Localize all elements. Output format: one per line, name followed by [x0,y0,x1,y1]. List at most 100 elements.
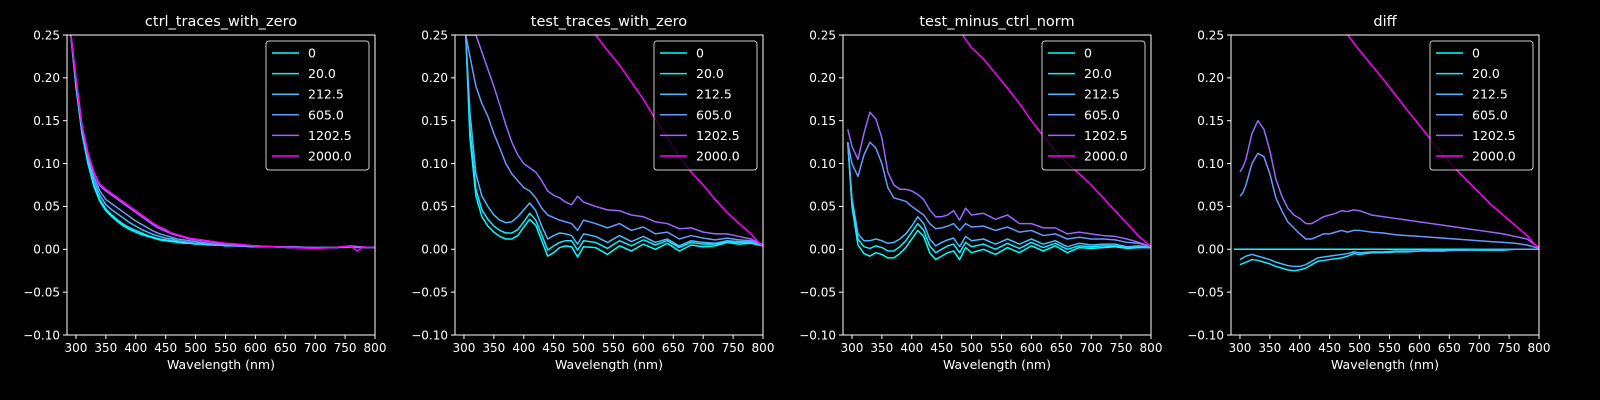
y-tick-label: 0.00 [809,243,836,257]
legend-label-5: 2000.0 [308,149,352,164]
x-tick-label: 350 [1258,341,1281,355]
x-tick-label: 750 [334,341,357,355]
x-tick-label: 500 [1348,341,1371,355]
y-tick-label: 0.00 [33,243,60,257]
series-line-0 [465,35,763,258]
series-line-1 [465,35,763,251]
legend-label-5: 2000.0 [1472,149,1516,164]
y-tick-label: 0.10 [33,157,60,171]
y-tick-label: 0.15 [421,114,448,128]
x-tick-label: 400 [512,341,535,355]
y-tick-label: −0.05 [1187,285,1224,299]
legend-label-1: 20.0 [1472,66,1500,81]
x-tick-label: 800 [752,341,775,355]
series-line-4 [1239,119,1539,249]
x-tick-label: 550 [214,341,237,355]
chart-title: ctrl_traces_with_zero [145,14,297,30]
series-group [465,35,763,258]
x-tick-label: 650 [1050,341,1073,355]
x-tick-label: 650 [662,341,685,355]
x-tick-label: 700 [1468,341,1491,355]
legend-label-2: 212.5 [308,87,344,102]
legend-label-1: 20.0 [1084,66,1112,81]
x-tick-label: 450 [542,341,565,355]
series-line-3 [1239,152,1539,250]
y-tick-label: 0.10 [1197,157,1224,171]
legend-label-4: 1202.5 [1084,128,1128,143]
legend-label-3: 605.0 [696,107,732,122]
legend-label-0: 0 [308,46,316,61]
y-tick-label: −0.05 [411,285,448,299]
legend-label-3: 605.0 [1472,107,1508,122]
x-tick-label: 700 [304,341,327,355]
x-tick-label: 600 [244,341,267,355]
x-tick-label: 750 [1110,341,1133,355]
axes-frame [454,34,764,336]
x-tick-label: 300 [65,341,88,355]
series-line-2 [1239,248,1539,268]
y-tick-label: 0.15 [809,114,836,128]
series-line-5 [70,35,375,252]
chart-title: test_minus_ctrl_norm [919,14,1074,30]
legend: 0 20.0 212.5 605.0 1202.5 2000.0 [265,40,370,171]
x-tick-label: 550 [1378,341,1401,355]
x-tick-label: 500 [960,341,983,355]
chart-title: diff [1373,14,1397,30]
x-tick-label: 400 [1288,341,1311,355]
legend: 0 20.0 212.5 605.0 1202.5 2000.0 [1041,40,1146,171]
y-tick-label: 0.20 [421,71,448,85]
axes-frame [1230,34,1540,336]
x-tick-label: 450 [1318,341,1341,355]
x-tick-label: 350 [482,341,505,355]
y-tick-label: 0.25 [33,28,60,42]
x-tick-label: 700 [692,341,715,355]
axes-frame [66,34,376,336]
y-tick-label: 0.25 [1197,28,1224,42]
y-tick-label: 0.05 [33,200,60,214]
x-tick-label: 350 [94,341,117,355]
x-tick-label: 550 [602,341,625,355]
x-tick-label: 550 [990,341,1013,355]
legend-label-5: 2000.0 [1084,149,1128,164]
x-tick-label: 650 [1438,341,1461,355]
legend-label-1: 20.0 [696,66,724,81]
axes-frame [842,34,1152,336]
y-tick-label: 0.15 [1197,114,1224,128]
y-tick-label: −0.10 [1187,328,1224,342]
y-tick-label: 0.10 [809,157,836,171]
y-tick-label: 0.00 [1197,243,1224,257]
series-line-2 [847,142,1151,249]
series-line-3 [847,141,1151,248]
legend-label-3: 605.0 [1084,107,1120,122]
x-tick-label: 400 [900,341,923,355]
legend-label-2: 212.5 [696,87,732,102]
series-group [70,35,375,252]
x-tick-label: 500 [572,341,595,355]
series-line-1 [847,142,1151,254]
x-tick-label: 800 [1528,341,1551,355]
x-tick-label: 450 [930,341,953,355]
y-tick-label: −0.10 [23,328,60,342]
chart-panel-3: diff 300 350 400 450 500 550 600 650 700 750 800 −0.… [1187,14,1550,372]
x-tick-label: 300 [1229,341,1252,355]
x-tick-label: 600 [1408,341,1431,355]
x-axis-label: Wavelength (nm) [555,357,663,372]
series-line-4 [847,111,1151,248]
y-tick-label: 0.05 [421,200,448,214]
legend-label-1: 20.0 [308,66,336,81]
x-tick-label: 600 [632,341,655,355]
x-tick-label: 400 [124,341,147,355]
legend-label-2: 212.5 [1472,87,1508,102]
legend-label-5: 2000.0 [696,149,740,164]
y-tick-label: −0.10 [411,328,448,342]
x-tick-label: 750 [1498,341,1521,355]
legend-label-4: 1202.5 [696,128,740,143]
x-tick-label: 600 [1020,341,1043,355]
chart-panel-1: test_traces_with_zero 300 350 400 450 500 550 6… [411,14,774,372]
series-line-3 [465,35,763,246]
x-tick-label: 500 [184,341,207,355]
legend: 0 20.0 212.5 605.0 1202.5 2000.0 [653,40,758,171]
legend: 0 20.0 212.5 605.0 1202.5 2000.0 [1429,40,1534,171]
x-axis-label: Wavelength (nm) [1331,357,1439,372]
legend-label-3: 605.0 [308,107,344,122]
